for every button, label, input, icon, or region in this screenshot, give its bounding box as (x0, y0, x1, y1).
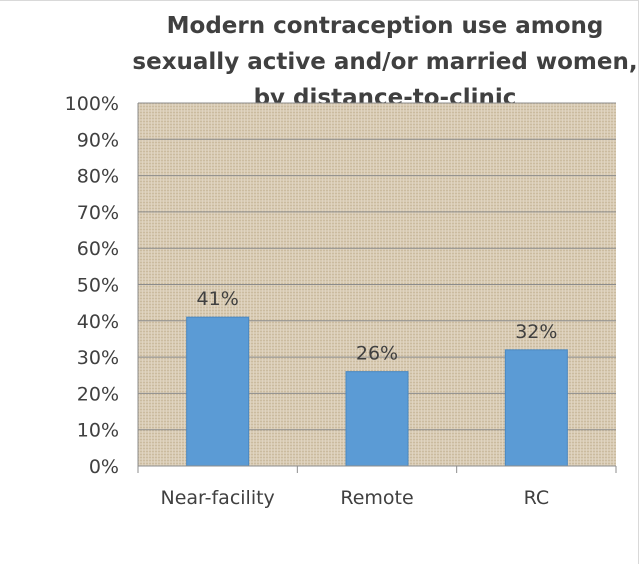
chart-title: Modern contraception use among sexually … (130, 8, 640, 116)
y-tick-label: 20% (77, 383, 119, 405)
y-tick-label: 30% (77, 347, 119, 369)
data-label: 26% (356, 343, 398, 365)
data-label: 41% (197, 288, 239, 310)
chart-title-line-2: sexually active and/or married women, (132, 49, 638, 75)
y-tick-label: 60% (77, 238, 119, 260)
y-tick-label: 90% (77, 129, 119, 151)
y-tick-label: 80% (77, 166, 119, 188)
bar (345, 371, 409, 467)
x-tick-label: Near-facility (161, 487, 275, 509)
y-tick-label: 100% (65, 93, 119, 115)
x-tick-label: Remote (340, 487, 413, 509)
x-axis-tick-labels: Near-facility Remote RC (161, 487, 550, 509)
y-axis-tick-labels: 0% 10% 20% 30% 40% 50% 60% 70% 80% 90% 100% (65, 93, 119, 478)
y-tick-label: 10% (77, 420, 119, 442)
y-tick-label: 70% (77, 202, 119, 224)
x-tick-label: RC (524, 487, 550, 509)
data-labels: 41% 26% 32% (197, 288, 558, 364)
y-tick-label: 50% (77, 275, 119, 297)
data-label: 32% (515, 321, 557, 343)
axes (137, 103, 617, 473)
chart-title-line-1: Modern contraception use among (166, 13, 604, 39)
bar (504, 349, 568, 467)
y-tick-label: 40% (77, 311, 119, 333)
y-tick-label: 0% (89, 456, 119, 478)
bars (186, 316, 568, 467)
bar (186, 316, 250, 467)
